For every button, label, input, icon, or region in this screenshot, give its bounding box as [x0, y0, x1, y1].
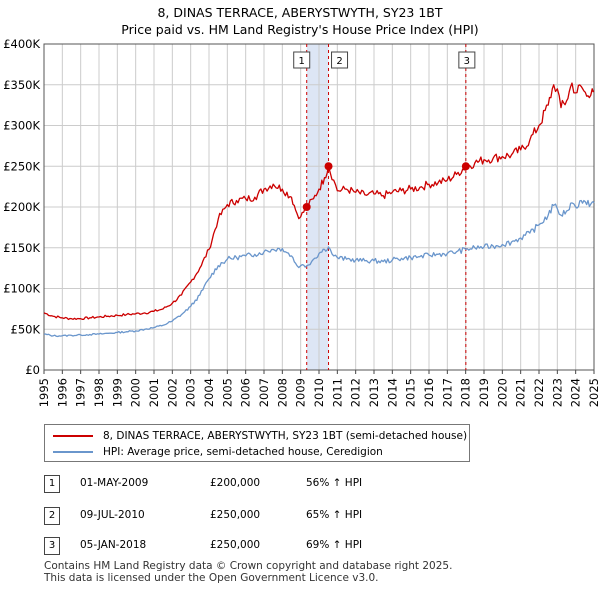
x-tick-label: 2010 [312, 378, 326, 407]
x-tick-label: 2017 [440, 378, 454, 407]
y-tick-label: £0 [25, 363, 40, 377]
x-tick-label: 2001 [147, 378, 161, 407]
footer-license: This data is licensed under the Open Gov… [44, 572, 379, 584]
y-tick-label: £300K [3, 119, 40, 133]
sale-point [324, 162, 333, 171]
price-chart: £0 £50K £100K £150K £200K £250K £300K £350K £400… [3, 37, 600, 407]
y-tick-label: £150K [3, 241, 40, 255]
x-tick-label: 1998 [92, 378, 106, 407]
legend-swatch-hpi [53, 451, 93, 453]
y-tick-label: £400K [3, 37, 40, 51]
x-tick-label: 1996 [55, 378, 69, 407]
transaction-date: 05-JAN-2018 [80, 539, 147, 551]
sale-point [302, 203, 311, 211]
x-tick-label: 2016 [422, 378, 436, 407]
x-tick-label: 2002 [165, 378, 179, 407]
sale-label-box [458, 51, 476, 69]
legend-item-hpi: HPI: Average price, semi-detached house,… [53, 445, 383, 459]
transaction-hpi-change: 65% ↑ HPI [306, 509, 363, 521]
x-tick-label: 1995 [37, 378, 51, 407]
chart-subtitle: Price paid vs. HM Land Registry's House … [121, 22, 479, 37]
transaction-number: 1 [44, 475, 60, 493]
x-tick-label: 2015 [404, 378, 418, 407]
legend-label-hpi: HPI: Average price, semi-detached house,… [103, 446, 383, 458]
x-tick-label: 2000 [129, 378, 143, 407]
transaction-date: 09-JUL-2010 [80, 509, 145, 521]
transaction-price: £200,000 [210, 477, 261, 489]
transaction-price: £250,000 [210, 509, 261, 521]
sale-label-box [331, 51, 349, 69]
x-tick-label: 2008 [275, 378, 289, 407]
x-tick-label: 2003 [184, 378, 198, 407]
y-tick-label: £50K [11, 322, 41, 336]
transaction-hpi-change: 56% ↑ HPI [306, 477, 363, 489]
transaction-number: 2 [44, 507, 60, 525]
x-tick-label: 2018 [459, 378, 473, 407]
x-tick-label: 2004 [202, 378, 216, 407]
x-tick-label: 2014 [385, 378, 399, 407]
y-tick-label: £250K [3, 159, 40, 173]
x-tick-label: 2012 [349, 378, 363, 407]
price-series-line [43, 82, 595, 321]
legend: 8, DINAS TERRACE, ABERYSTWYTH, SY23 1BT … [44, 424, 470, 462]
transaction-hpi-change: 69% ↑ HPI [306, 539, 363, 551]
x-tick-label: 2020 [495, 378, 509, 407]
y-tick-label: £350K [3, 78, 40, 92]
hpi-series-line [43, 199, 595, 338]
transaction-price: £250,000 [210, 539, 261, 551]
x-tick-label: 2019 [477, 378, 491, 407]
x-tick-label: 2006 [239, 378, 253, 407]
x-tick-label: 2024 [569, 378, 583, 407]
legend-item-price: 8, DINAS TERRACE, ABERYSTWYTH, SY23 1BT … [53, 429, 467, 443]
x-tick-label: 2009 [294, 378, 308, 407]
transaction-number: 3 [44, 537, 60, 555]
sale-label: 3 [464, 56, 470, 67]
chart-title: 8, DINAS TERRACE, ABERYSTWYTH, SY23 1BT [157, 5, 443, 20]
x-tick-label: 2025 [587, 378, 600, 407]
sale-point [461, 162, 470, 171]
footer-copyright: Contains HM Land Registry data © Crown c… [44, 560, 453, 572]
footer: Contains HM Land Registry data © Crown c… [44, 560, 452, 584]
x-tick-label: 2022 [532, 378, 546, 407]
y-tick-label: £200K [3, 200, 40, 214]
sale-label: 1 [299, 56, 305, 67]
x-tick-label: 1999 [110, 378, 124, 407]
x-tick-label: 2013 [367, 378, 381, 407]
x-tick-label: 2023 [550, 378, 564, 407]
sale-label: 2 [336, 56, 342, 67]
x-tick-label: 2007 [257, 378, 271, 407]
x-tick-label: 1997 [74, 378, 88, 407]
legend-swatch-price [53, 435, 93, 437]
x-tick-label: 2021 [514, 378, 528, 407]
plot-border [43, 43, 595, 371]
y-tick-label: £100K [3, 282, 40, 296]
transaction-date: 01-MAY-2009 [80, 477, 149, 489]
legend-label-price: 8, DINAS TERRACE, ABERYSTWYTH, SY23 1BT … [103, 430, 468, 442]
sale-label-box [293, 51, 311, 69]
x-tick-label: 2011 [330, 378, 344, 407]
x-tick-label: 2005 [220, 378, 234, 407]
